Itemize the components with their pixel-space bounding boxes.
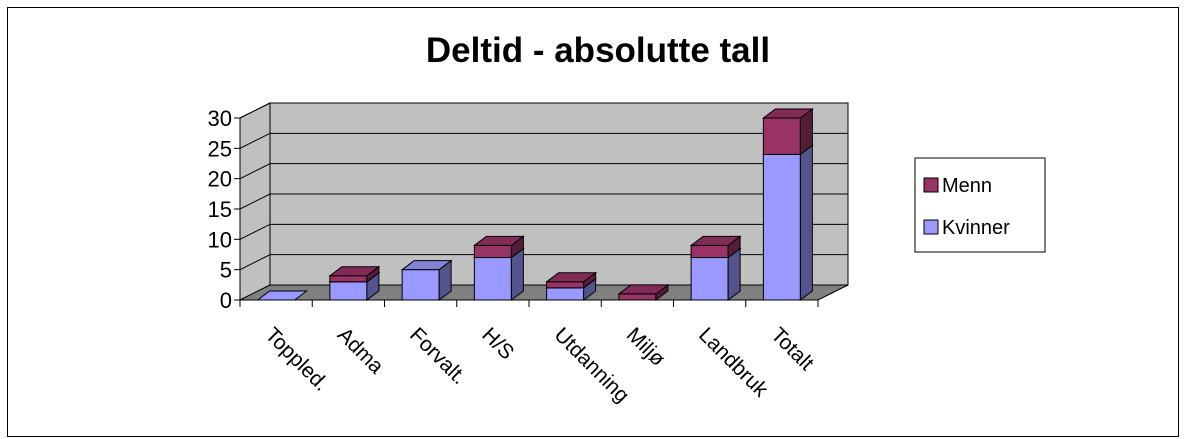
bar-front	[762, 153, 801, 301]
gridlines	[239, 102, 848, 271]
legend-label: Kvinner	[942, 217, 1010, 239]
bar-stack	[689, 235, 742, 301]
x-tick-label: Miljø	[622, 323, 670, 371]
bar-segment	[328, 265, 381, 283]
bar-segment	[472, 235, 525, 259]
y-tick-label: 0	[220, 288, 232, 313]
y-tick-label: 30	[208, 106, 232, 131]
bar-front	[690, 257, 729, 301]
bar-front	[762, 117, 801, 155]
x-tick-label: Utdanning	[550, 323, 634, 407]
y-tick-label: 10	[208, 227, 232, 252]
x-tick-label: Landbruk	[694, 323, 773, 402]
bar-front	[690, 244, 729, 259]
bar-top	[689, 235, 742, 246]
gridline	[239, 102, 848, 119]
bar-top	[328, 266, 381, 277]
bar-segment	[400, 259, 453, 301]
gridline	[239, 132, 848, 149]
legend-swatch	[923, 219, 939, 235]
bar-front	[401, 269, 440, 301]
legend-label: Menn	[942, 175, 992, 197]
y-axis: 0 5 10 15 20 25 30	[208, 106, 241, 313]
x-tick-label: Forvalt.	[405, 323, 471, 389]
bar-stack	[545, 271, 598, 301]
bar-front	[473, 257, 512, 301]
bar-top	[617, 284, 670, 295]
bar-stack	[472, 235, 525, 301]
bars	[256, 108, 814, 301]
x-tick-label: Adma	[333, 323, 388, 378]
y-tick-label: 5	[220, 258, 232, 283]
bar-segment	[689, 235, 742, 259]
legend-box	[914, 157, 1046, 253]
bar-front	[546, 287, 585, 301]
x-tick-label: Totalt	[766, 323, 818, 375]
bar-segment	[761, 108, 814, 156]
chart-title: Deltid - absolutte tall	[426, 31, 770, 70]
bar-top	[400, 260, 453, 271]
y-tick-label: 15	[208, 197, 232, 222]
gridline	[239, 223, 848, 240]
y-tick-label: 20	[208, 167, 232, 192]
bar-top	[472, 235, 525, 246]
bar-segment	[545, 271, 598, 289]
bar-top	[761, 108, 814, 119]
bar-stack	[761, 108, 814, 301]
gridline	[239, 163, 848, 180]
chart-walls	[239, 102, 849, 301]
bar-front	[618, 293, 657, 301]
legend-swatch	[923, 177, 939, 193]
bar-front	[473, 244, 512, 259]
x-tick-label: Toppled.	[261, 323, 333, 395]
legend: Menn Kvinner	[914, 157, 1046, 253]
y-tick-label: 25	[208, 136, 232, 161]
bar-side	[799, 144, 813, 301]
bar-stack	[328, 265, 381, 301]
bar-top	[545, 272, 598, 283]
gridline	[239, 193, 848, 210]
bar-segment	[761, 144, 814, 301]
x-tick-label: H/S	[477, 323, 518, 364]
bar-front	[329, 281, 368, 301]
bar-stack	[617, 283, 670, 301]
gridline	[239, 254, 848, 271]
bar-front	[546, 281, 585, 289]
bar-front	[329, 275, 368, 283]
bar-segment	[617, 283, 670, 301]
bar-stack	[400, 259, 453, 301]
